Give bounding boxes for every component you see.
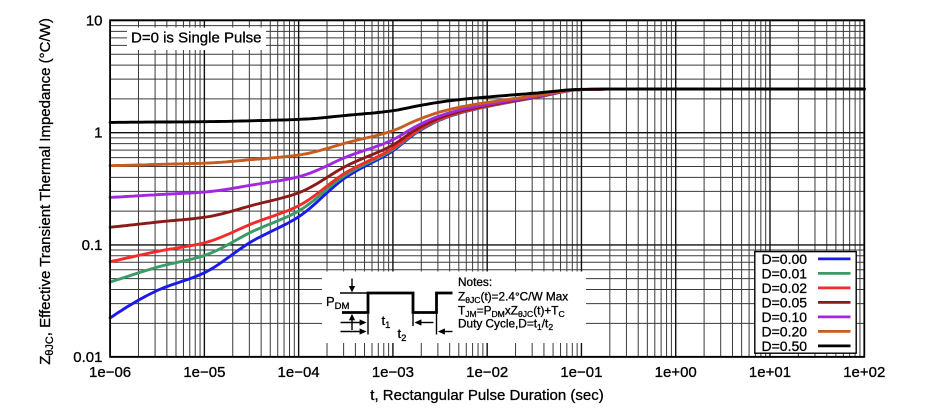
svg-text:0.1: 0.1 — [82, 237, 103, 254]
svg-text:D=0.00: D=0.00 — [762, 251, 808, 267]
svg-text:1e+00: 1e+00 — [655, 364, 697, 381]
svg-text:ZθJC, Effective Transient Ther: ZθJC, Effective Transient Thermal Impeda… — [37, 18, 56, 365]
svg-text:Duty Cycle,D=t1/t2: Duty Cycle,D=t1/t2 — [458, 317, 553, 333]
svg-text:1e−05: 1e−05 — [183, 364, 225, 381]
svg-text:t1: t1 — [382, 313, 391, 331]
svg-text:Notes:: Notes: — [458, 275, 492, 289]
svg-text:D=0.50: D=0.50 — [762, 338, 808, 354]
svg-text:1: 1 — [94, 125, 102, 142]
svg-text:D=0.02: D=0.02 — [762, 280, 808, 296]
svg-text:1e−02: 1e−02 — [466, 364, 508, 381]
svg-text:ZθJC(t)=2.4°C/W Max: ZθJC(t)=2.4°C/W Max — [458, 290, 568, 306]
svg-text:D=0.20: D=0.20 — [762, 323, 808, 339]
svg-text:t, Rectangular Pulse Duration: t, Rectangular Pulse Duration (sec) — [370, 387, 603, 404]
svg-text:10: 10 — [86, 13, 103, 30]
svg-text:1e−04: 1e−04 — [278, 364, 320, 381]
svg-text:D=0 is Single Pulse: D=0 is Single Pulse — [131, 30, 262, 47]
svg-text:D=0.01: D=0.01 — [762, 265, 808, 281]
svg-text:0.01: 0.01 — [73, 349, 102, 366]
svg-text:1e−03: 1e−03 — [372, 364, 414, 381]
svg-text:t2: t2 — [398, 326, 407, 344]
svg-text:1e−01: 1e−01 — [560, 364, 602, 381]
svg-text:D=0.10: D=0.10 — [762, 309, 808, 325]
svg-text:1e+01: 1e+01 — [749, 364, 791, 381]
svg-text:1e−06: 1e−06 — [89, 364, 131, 381]
svg-text:D=0.05: D=0.05 — [762, 294, 808, 310]
svg-text:TJM=PDMxZθJC(t)+TC: TJM=PDMxZθJC(t)+TC — [458, 304, 565, 320]
svg-text:1e+02: 1e+02 — [843, 364, 885, 381]
